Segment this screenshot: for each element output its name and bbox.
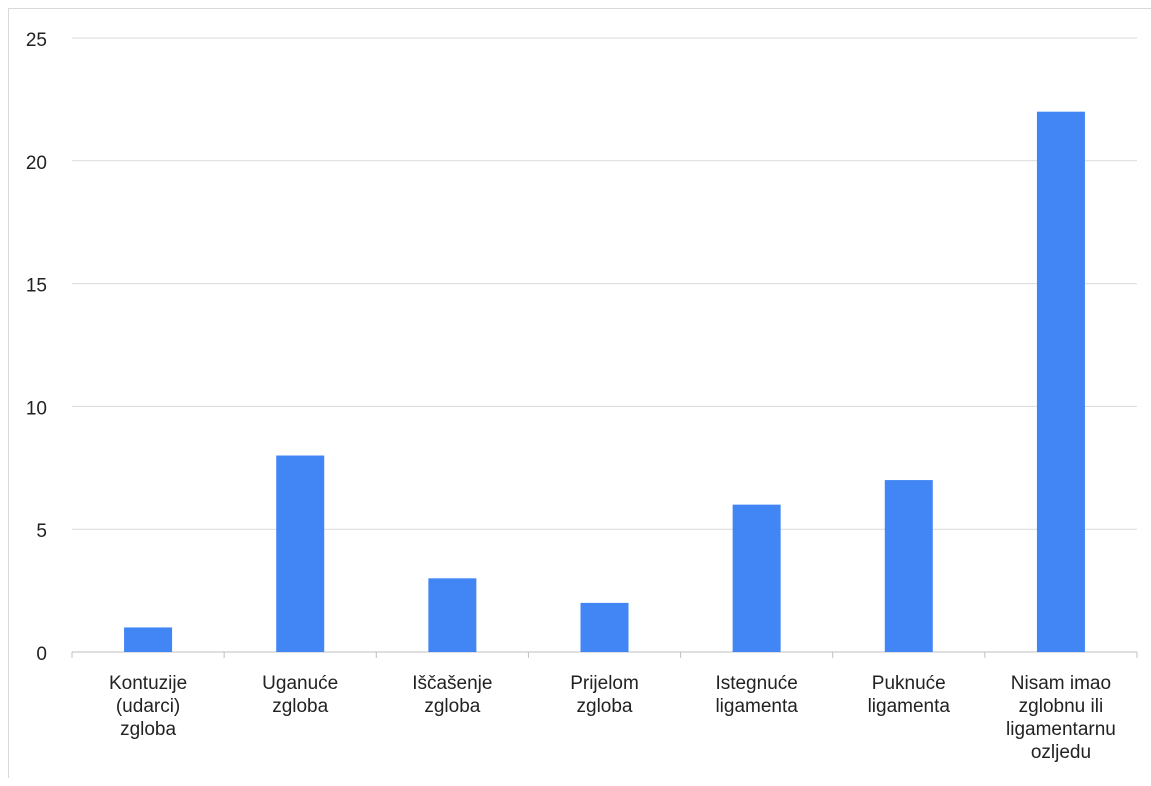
x-tick-label: Nisam imao bbox=[1011, 673, 1111, 694]
bar-4 bbox=[580, 602, 629, 652]
y-tick-label: 15 bbox=[26, 276, 47, 297]
x-tick-label: ligamenta bbox=[868, 696, 951, 717]
frame-left-border bbox=[8, 8, 9, 778]
frame-top-border bbox=[8, 8, 1151, 9]
x-tick-label: zgloba bbox=[424, 696, 480, 717]
y-tick-label: 25 bbox=[26, 30, 47, 51]
x-tick-label: ligamenta bbox=[715, 696, 798, 717]
y-tick-label: 20 bbox=[26, 153, 47, 174]
x-tick-label: Iščašenje bbox=[412, 673, 492, 694]
bar-6 bbox=[884, 480, 933, 652]
x-tick-label: zgloba bbox=[577, 696, 633, 717]
x-tick-label: zglobnu ili bbox=[1019, 696, 1104, 717]
x-tick-label: (udarci) bbox=[116, 696, 180, 717]
y-tick-label: 0 bbox=[36, 644, 47, 665]
bar-7 bbox=[1036, 111, 1085, 653]
x-tick-label: ligamentarnu bbox=[1006, 719, 1116, 740]
x-tick-label: Puknuće bbox=[872, 673, 946, 694]
x-tick-label: Kontuzije bbox=[109, 673, 187, 694]
x-tick-label: zgloba bbox=[120, 719, 176, 740]
y-tick-label: 10 bbox=[26, 398, 47, 419]
x-tick-label: Uganuće bbox=[262, 673, 338, 694]
x-tick-label: Istegnuće bbox=[715, 673, 797, 694]
bar-5 bbox=[732, 504, 781, 652]
x-tick-label: ozljedu bbox=[1031, 742, 1091, 763]
bar-2 bbox=[276, 455, 325, 652]
y-tick-label: 5 bbox=[36, 521, 47, 542]
x-tick-label: zgloba bbox=[272, 696, 328, 717]
x-tick-label: Prijelom bbox=[570, 673, 639, 694]
bar-1 bbox=[124, 627, 173, 652]
bar-3 bbox=[428, 578, 477, 652]
